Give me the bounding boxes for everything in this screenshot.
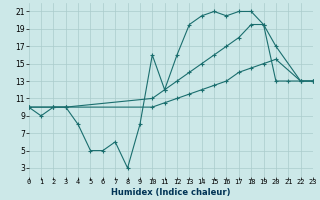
X-axis label: Humidex (Indice chaleur): Humidex (Indice chaleur)	[111, 188, 231, 197]
